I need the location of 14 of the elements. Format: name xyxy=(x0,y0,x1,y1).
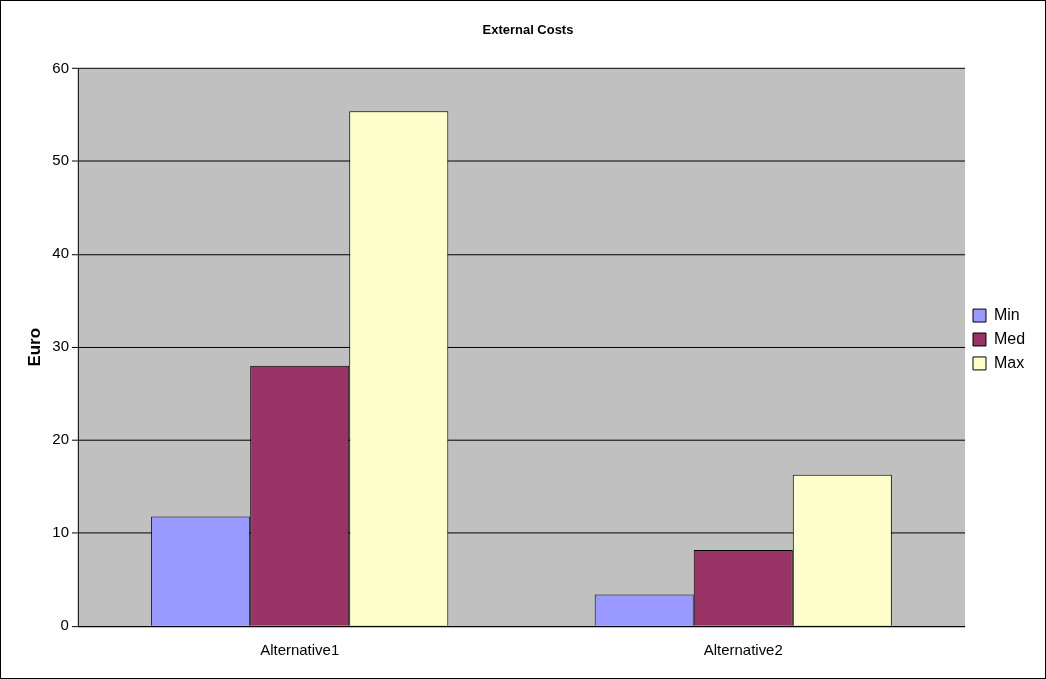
legend-label: Med xyxy=(993,329,1026,347)
y-tick-label: 40 xyxy=(52,244,69,262)
y-tick-label: 50 xyxy=(52,151,69,169)
y-tick-label: 0 xyxy=(60,616,69,634)
x-tick-label: Alternative1 xyxy=(260,641,340,659)
y-tick-label: 10 xyxy=(52,523,69,541)
y-tick-label: 20 xyxy=(52,430,69,448)
y-axis-title: Euro xyxy=(24,327,44,367)
chart-title: External Costs xyxy=(482,22,574,38)
legend-label: Max xyxy=(993,353,1025,371)
x-tick-label: Alternative2 xyxy=(703,641,783,659)
y-tick-label: 30 xyxy=(52,337,69,355)
y-tick-label: 60 xyxy=(52,58,69,76)
legend-label: Min xyxy=(993,305,1020,323)
